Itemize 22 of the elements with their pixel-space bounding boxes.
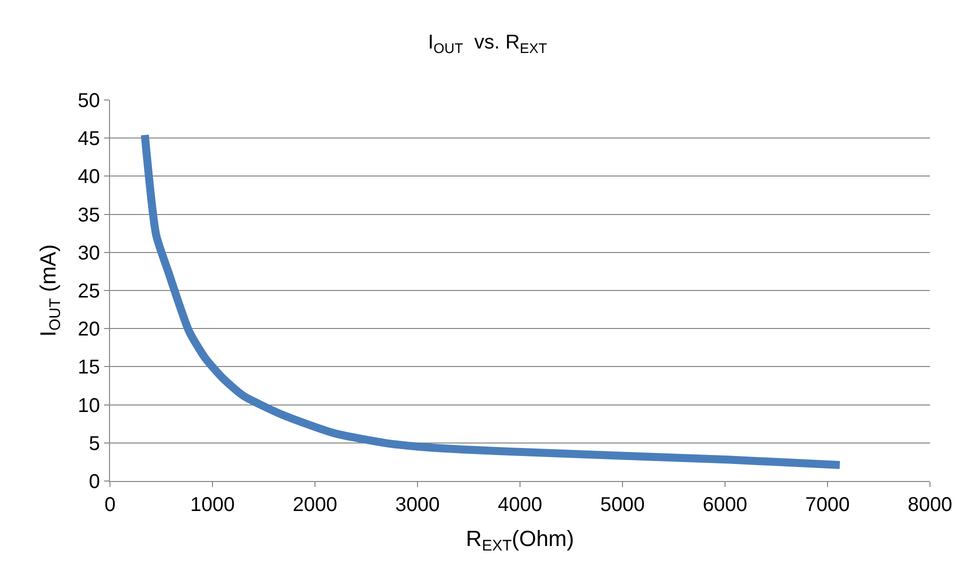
x-axis-title: R$_{EXT}$(Ohm) bbox=[466, 526, 574, 555]
y-tick-label: 50 bbox=[78, 90, 100, 112]
x-tick-label: 6000 bbox=[702, 494, 748, 516]
y-tick-label: 15 bbox=[78, 356, 100, 379]
x-tick-label: 7000 bbox=[805, 494, 850, 516]
y-tick-label: 40 bbox=[78, 166, 100, 188]
y-tick-label: 5 bbox=[88, 432, 100, 455]
chart-title: I$_{OUT}$ vs. R$_{EXT}$ bbox=[428, 32, 548, 56]
y-tick-label: 25 bbox=[78, 280, 100, 302]
x-tick-label: 4000 bbox=[498, 494, 542, 516]
x-tick-label: 8000 bbox=[908, 494, 952, 516]
x-tick-label: 0 bbox=[104, 494, 116, 516]
y-tick-label: 10 bbox=[78, 394, 100, 417]
y-tick-label: 30 bbox=[78, 242, 100, 264]
y-tick-label: 35 bbox=[78, 204, 100, 226]
x-tick-label: 2000 bbox=[292, 494, 338, 516]
x-tick-label: 5000 bbox=[600, 494, 645, 516]
x-tick-label: 1000 bbox=[190, 494, 235, 516]
x-tick-label: 3000 bbox=[395, 494, 440, 516]
y-tick-label: 0 bbox=[88, 471, 100, 493]
y-tick-label: 20 bbox=[78, 318, 100, 341]
y-tick-label: 45 bbox=[78, 128, 100, 150]
